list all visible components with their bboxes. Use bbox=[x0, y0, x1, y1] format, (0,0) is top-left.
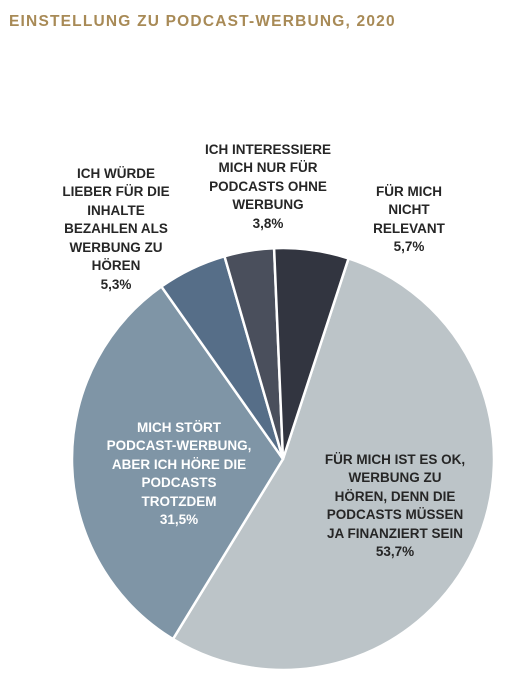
label-ohne-werbung: ICH INTERESSIERE MICH NUR FÜR PODCASTS O… bbox=[188, 122, 348, 252]
label-bezahlen-text: ICH WÜRDE LIEBER FÜR DIE INHALTE BEZAHLE… bbox=[62, 165, 170, 274]
label-nicht-relevant: FÜR MICH NICHT RELEVANT 5,7% bbox=[359, 164, 459, 275]
pie-slice-0 bbox=[171, 257, 496, 672]
label-ohne-werbung-value: 3,8% bbox=[252, 215, 284, 231]
label-nicht-relevant-value: 5,7% bbox=[393, 239, 425, 254]
label-bezahlen-value: 5,3% bbox=[100, 276, 132, 292]
pie-slice-4 bbox=[272, 246, 350, 461]
label-ohne-werbung-text: ICH INTERESSIERE MICH NUR FÜR PODCASTS O… bbox=[204, 141, 332, 213]
label-bezahlen: ICH WÜRDE LIEBER FÜR DIE INHALTE BEZAHLE… bbox=[46, 146, 186, 313]
pie-slice-1 bbox=[70, 285, 285, 641]
label-stoert: MICH STÖRT PODCAST-WERBUNG, ABER ICH HÖR… bbox=[84, 400, 274, 548]
label-ok: FÜR MICH IST ES OK, WERBUNG ZU HÖREN, DE… bbox=[300, 432, 490, 580]
label-stoert-text: MICH STÖRT PODCAST-WERBUNG, ABER ICH HÖR… bbox=[106, 419, 252, 509]
chart-title: EINSTELLUNG ZU PODCAST-WERBUNG, 2020 bbox=[9, 13, 396, 30]
label-ok-text: FÜR MICH IST ES OK, WERBUNG ZU HÖREN, DE… bbox=[324, 451, 466, 541]
label-ok-value: 53,7% bbox=[375, 544, 415, 559]
label-stoert-value: 31,5% bbox=[159, 512, 199, 527]
label-nicht-relevant-text: FÜR MICH NICHT RELEVANT bbox=[373, 183, 445, 236]
